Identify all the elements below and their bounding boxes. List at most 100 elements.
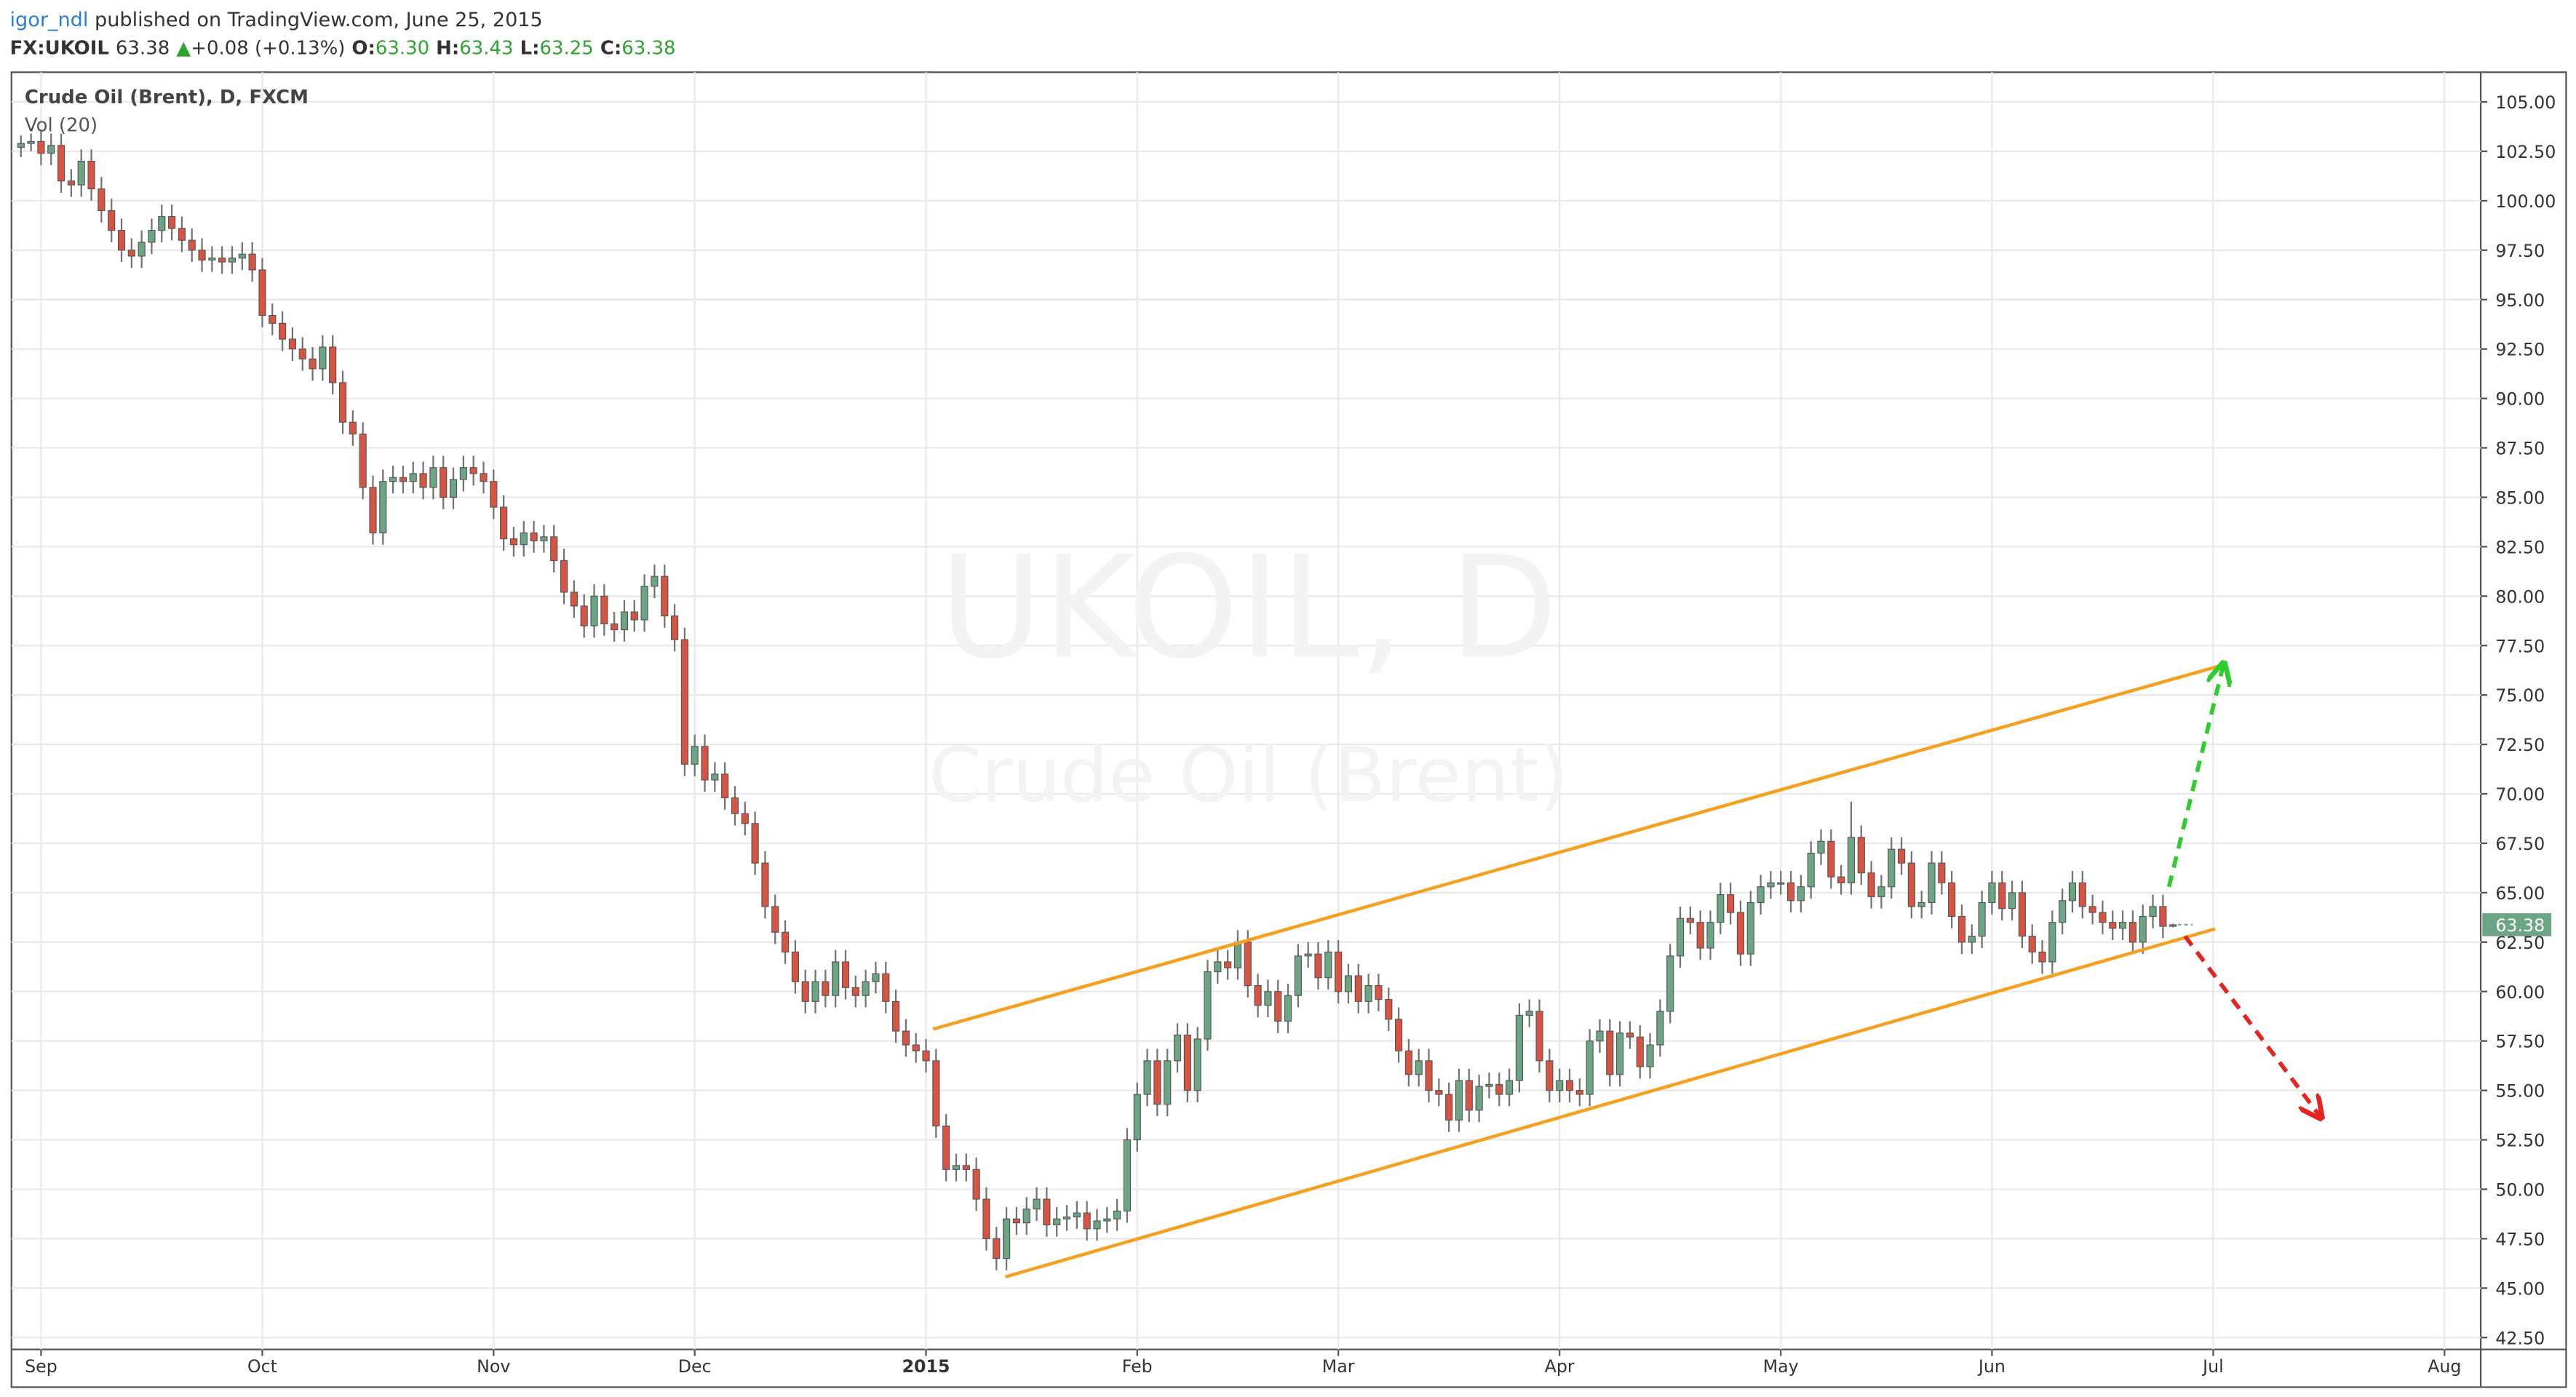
candle-body <box>2068 882 2077 902</box>
candle-body <box>1636 1036 1644 1067</box>
candle-body <box>1535 1011 1543 1062</box>
watermark-sub: Crude Oil (Brent) <box>929 732 1568 819</box>
frame <box>10 71 2567 1388</box>
y-tick-label: 102.50 <box>2495 142 2556 162</box>
candle-body <box>1264 991 1272 1006</box>
candle-body <box>1938 862 1946 883</box>
candle-body <box>2048 922 2056 963</box>
candle-body <box>1727 894 1735 913</box>
candle-body <box>721 773 729 799</box>
c: 63.38 <box>621 37 675 59</box>
candle-body <box>1706 922 1714 949</box>
candle-body <box>892 1000 900 1032</box>
candle-body <box>1786 882 1795 902</box>
candle-body <box>1445 1094 1453 1121</box>
x-tick-label: Apr <box>1545 1356 1575 1377</box>
candle-body <box>258 269 266 317</box>
candle-body <box>731 797 739 814</box>
candle-body <box>2038 951 2046 963</box>
candle-body <box>1274 991 1282 1022</box>
candle-body <box>57 145 65 182</box>
x-tick-label: Dec <box>678 1356 712 1377</box>
candle-body <box>127 250 135 257</box>
change: +0.08 (+0.13%) <box>191 37 345 59</box>
candle-body <box>2078 882 2086 907</box>
candle-body <box>509 538 518 546</box>
y-tick-label: 85.00 <box>2495 487 2545 508</box>
candle-body <box>1344 975 1353 992</box>
candle-body <box>611 623 619 631</box>
author[interactable]: igor_ndl <box>10 9 89 31</box>
candle-body <box>1857 837 1865 874</box>
candle-body <box>359 433 367 488</box>
candle-body <box>1153 1060 1161 1105</box>
y-tick-label: 80.00 <box>2495 586 2545 607</box>
candle-body <box>811 981 819 1002</box>
candle-body <box>469 467 477 474</box>
candle-body <box>1978 902 1986 937</box>
h-label: H: <box>436 37 459 59</box>
candle-body <box>2119 922 2127 929</box>
last-price-box <box>2482 913 2552 936</box>
candle-body <box>520 532 528 546</box>
candle-body <box>117 230 126 251</box>
y-tick-label: 45.00 <box>2495 1278 2545 1299</box>
candle-body <box>680 639 688 765</box>
y-tick-label: 47.50 <box>2495 1229 2545 1249</box>
candle-body <box>862 981 870 996</box>
y-tick-label: 60.00 <box>2495 982 2545 1003</box>
candle-body <box>1717 894 1725 923</box>
candle-body <box>248 253 256 271</box>
candle-body <box>701 746 709 781</box>
candle-body <box>1415 1060 1423 1075</box>
y-tick-label: 77.50 <box>2495 636 2545 656</box>
candle-body <box>1062 1216 1071 1219</box>
c-label: C: <box>600 37 621 59</box>
candle-body <box>329 346 337 383</box>
candle-body <box>218 258 226 263</box>
candle-body <box>1596 1030 1604 1042</box>
candle-body <box>1575 1090 1583 1095</box>
candle-body <box>1465 1080 1473 1111</box>
candle-body <box>530 532 538 541</box>
candle-body <box>590 595 598 626</box>
candle-body <box>741 813 749 824</box>
l-label: L: <box>520 37 540 59</box>
candle-body <box>1746 902 1754 955</box>
candle-body <box>1646 1044 1654 1067</box>
candle-body <box>148 230 156 243</box>
candle-body <box>1294 955 1302 996</box>
axes: 42.50 45.00 47.50 50.00 52.50 55.00 57.50 60.00… <box>25 92 2556 1377</box>
candle-body <box>429 467 437 488</box>
candle-body <box>1495 1083 1503 1095</box>
candle-body <box>1626 1032 1634 1038</box>
candle-body <box>349 421 357 435</box>
x-tick-label: Aug <box>2428 1356 2461 1377</box>
watermark: UKOIL, D <box>939 526 1558 690</box>
candle-body <box>1394 1019 1403 1051</box>
arrow: ▲ <box>176 37 191 59</box>
candle-body <box>661 576 669 617</box>
candle-body <box>600 595 608 624</box>
candle-body <box>2088 906 2096 913</box>
candle-body <box>691 746 699 765</box>
candle-body <box>1556 1080 1564 1091</box>
candle-body <box>1777 882 1785 885</box>
candle-body <box>1666 955 1674 1012</box>
candle-body <box>1254 985 1262 1006</box>
candle-body <box>832 961 840 996</box>
candle-body <box>77 160 85 186</box>
candle-body <box>560 560 568 593</box>
y-tick-label: 65.00 <box>2495 883 2545 904</box>
candle-body <box>108 210 116 231</box>
candle-body <box>1113 1210 1121 1219</box>
candle-body <box>902 1030 910 1046</box>
y-tick-label: 87.50 <box>2495 439 2545 459</box>
channel-line <box>1005 927 2216 1279</box>
candle-body <box>208 258 216 260</box>
candle-body <box>872 973 880 982</box>
y-tick-label: 95.00 <box>2495 290 2545 311</box>
candle-body <box>1847 837 1856 883</box>
candle-body <box>1948 882 1956 918</box>
candle-body <box>379 481 387 533</box>
